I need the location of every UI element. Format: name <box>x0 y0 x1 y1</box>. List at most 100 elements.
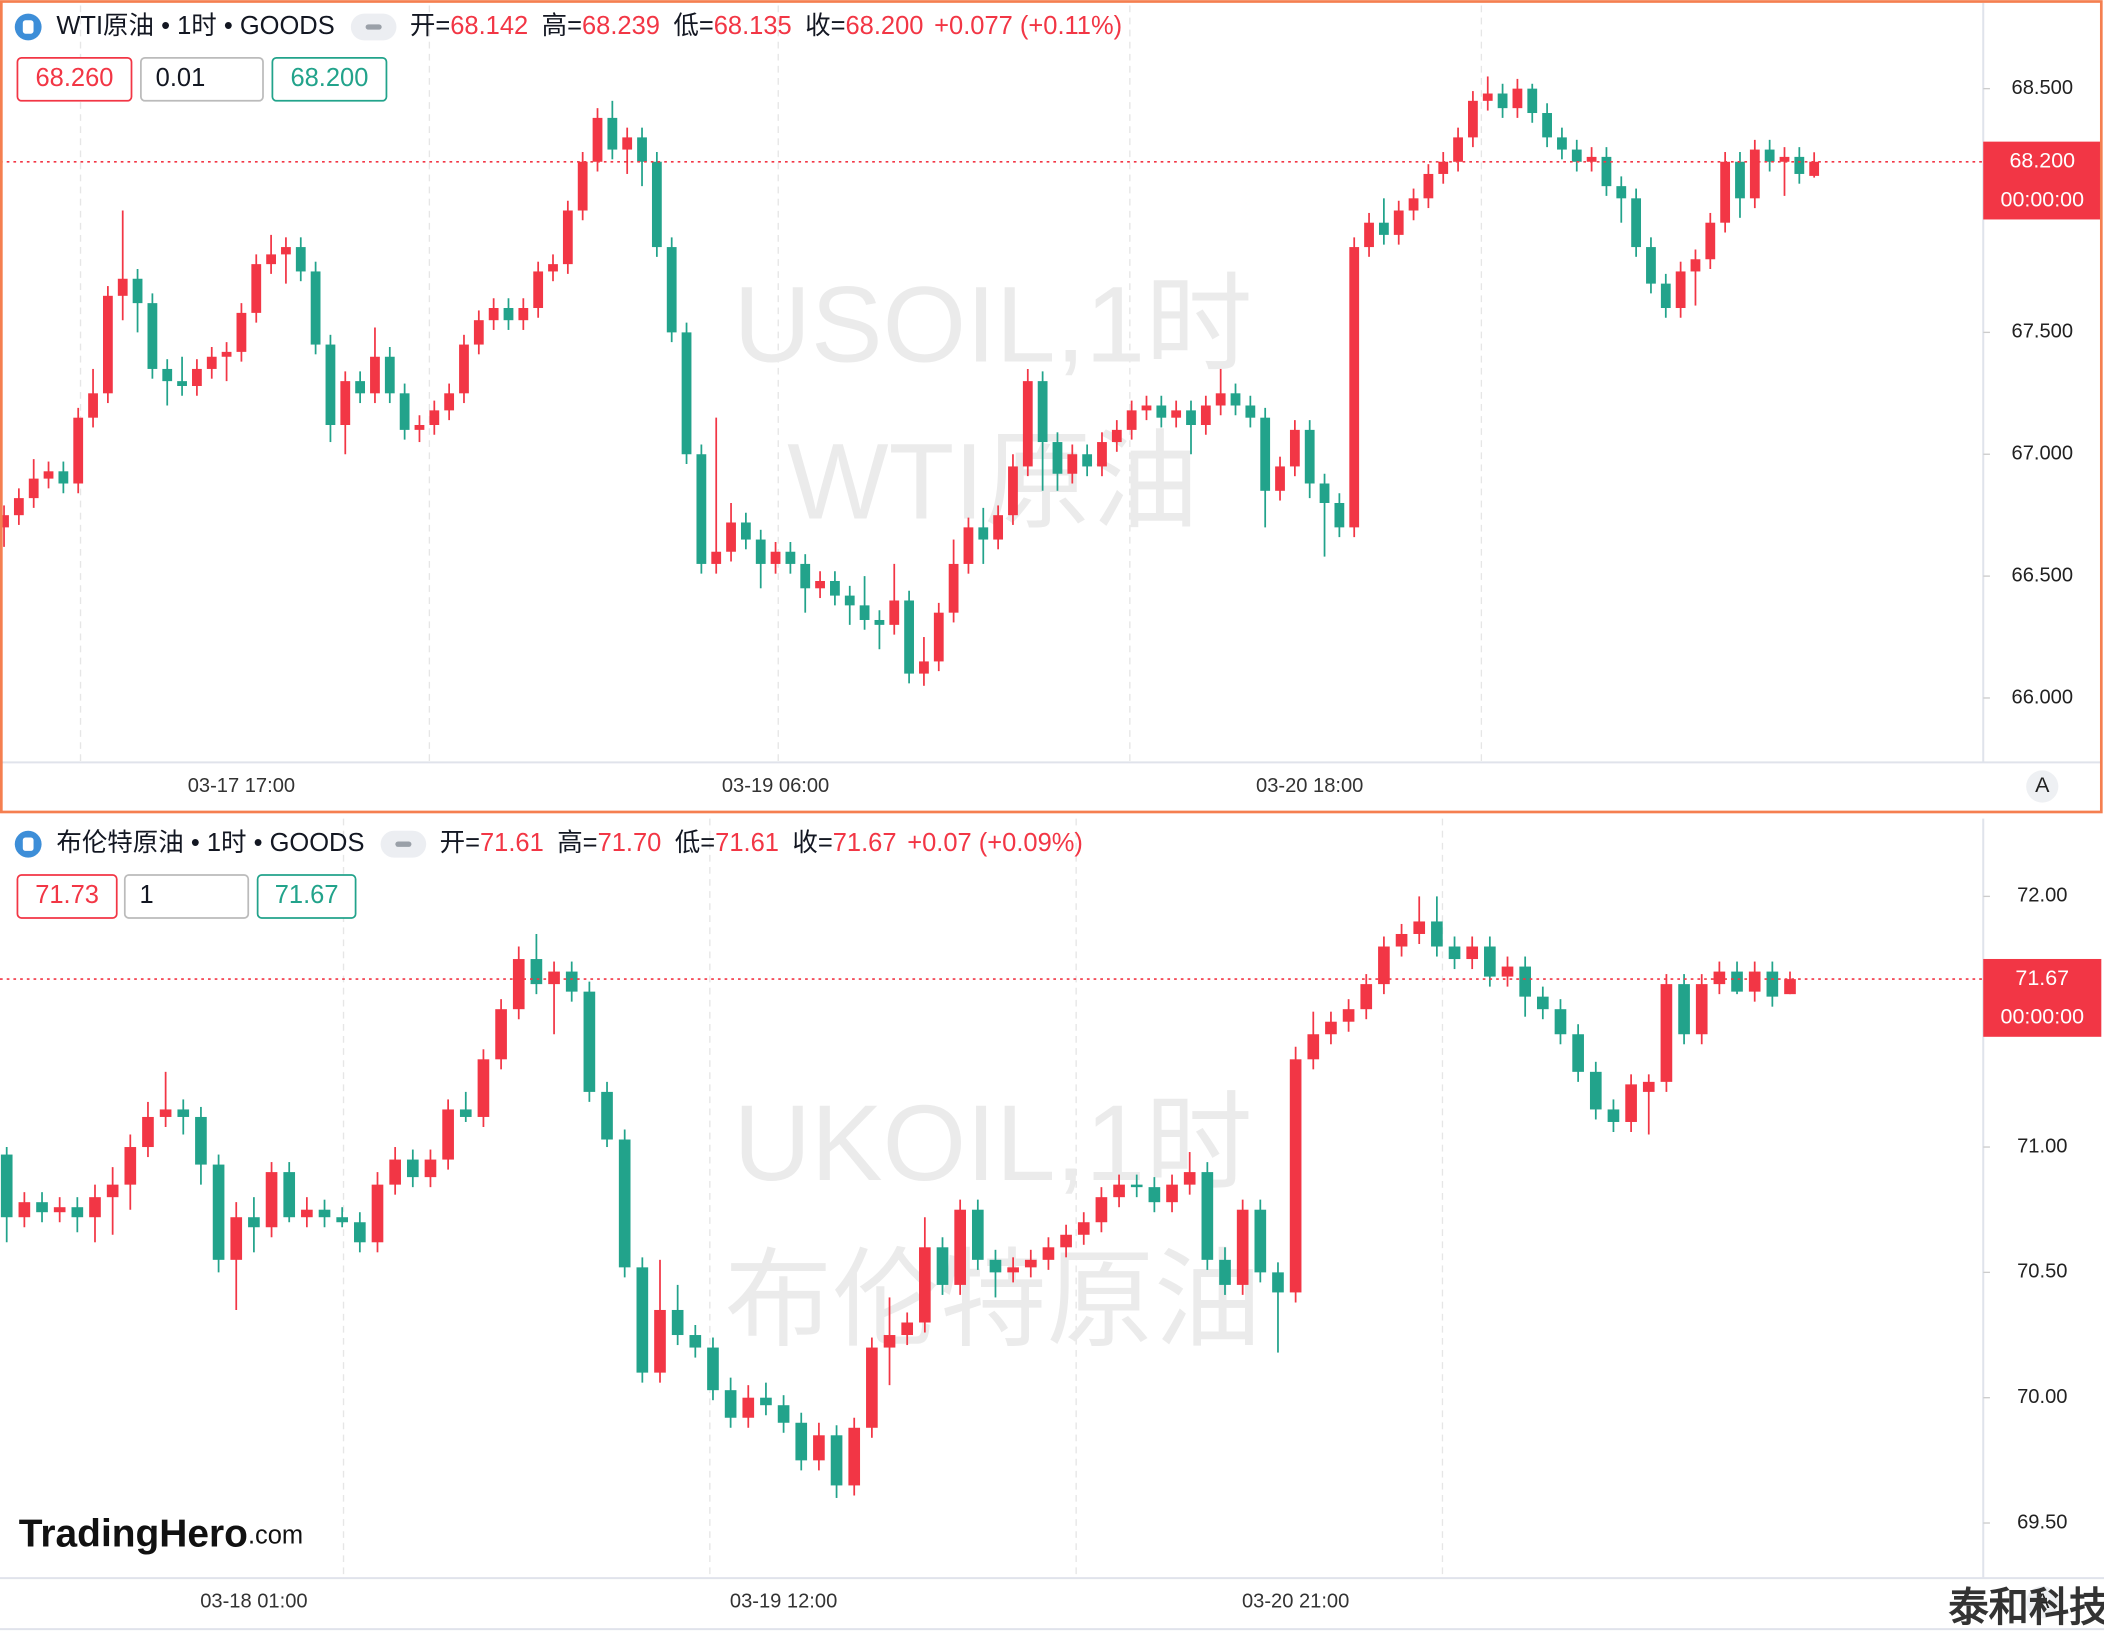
candle-body <box>88 393 98 418</box>
candle-body <box>1272 1272 1284 1293</box>
order-box-sell[interactable] <box>16 874 118 919</box>
candle-body <box>1809 161 1820 176</box>
scale-button-label[interactable]: A <box>2035 773 2050 797</box>
order-box-quantity[interactable] <box>140 56 264 102</box>
candle-body <box>1589 1071 1602 1110</box>
order-box-quantity[interactable] <box>123 874 250 919</box>
candle-body <box>325 344 336 425</box>
candle-body <box>1631 198 1642 248</box>
candle-body <box>901 1322 914 1336</box>
candle-body <box>0 515 9 528</box>
order-box-buy[interactable] <box>256 874 357 919</box>
candle-body <box>89 1197 101 1218</box>
candle-body <box>1042 1247 1055 1260</box>
candle-body <box>177 381 187 387</box>
candle-body <box>442 1109 454 1160</box>
candle-body <box>637 137 647 162</box>
candle-body <box>1275 466 1285 491</box>
symbol: 布伦特原油 • 1时 • GOODS <box>56 829 364 857</box>
brand: TradingHero.com <box>19 1513 303 1556</box>
candle-body <box>696 454 707 564</box>
order-sell[interactable]: 68.260 <box>35 64 113 92</box>
status-pill-dot <box>395 841 412 847</box>
candle-body <box>1060 1234 1072 1248</box>
symbol-icon-inner <box>22 20 34 34</box>
scale-button[interactable] <box>2026 770 2059 803</box>
order-quantity[interactable]: 1 <box>140 881 154 909</box>
candle-body <box>117 278 128 296</box>
last-price-box <box>1983 141 2102 220</box>
candle-body <box>1713 971 1726 985</box>
candle-body <box>1484 946 1496 977</box>
order-buy[interactable]: 71.67 <box>275 881 339 909</box>
candle-body <box>1378 222 1389 235</box>
candle-body <box>1646 247 1656 284</box>
candle-body <box>1186 410 1196 425</box>
candle-body <box>1448 946 1461 960</box>
stat-value: 71.70 <box>598 829 662 857</box>
scale-button-label[interactable]: A <box>2035 1589 2050 1613</box>
candle-body <box>592 117 603 162</box>
candle-body <box>548 264 558 272</box>
candle-body <box>283 1172 296 1218</box>
candle-body <box>866 1347 878 1428</box>
candle-body <box>919 661 929 674</box>
candle-body <box>874 619 885 625</box>
countdown: 00:00:00 <box>2001 1005 2085 1029</box>
stat-label: 收= <box>792 829 832 857</box>
candle-body <box>1289 1059 1302 1293</box>
candle-body <box>495 1009 507 1060</box>
candle-body <box>1245 405 1256 418</box>
candle-body <box>195 1116 207 1165</box>
candle-body <box>777 1405 790 1423</box>
candle-body <box>1166 1184 1178 1203</box>
candle-body <box>1660 283 1671 309</box>
stat-label: 高= <box>542 12 582 40</box>
candle-body <box>1342 1009 1355 1022</box>
candle-body <box>162 368 173 382</box>
candle-body <box>477 1059 490 1117</box>
candle-body <box>1642 1081 1655 1092</box>
scale-button[interactable] <box>2026 1586 2059 1619</box>
layout <box>79 5 1483 1579</box>
candle-body <box>1215 393 1226 406</box>
active-pane-border <box>0 0 2103 814</box>
candle-body <box>429 410 440 425</box>
candle-body <box>1067 454 1078 474</box>
order-buy[interactable]: 68.200 <box>290 64 368 92</box>
candle-body <box>1572 1034 1584 1072</box>
candle-body <box>1690 259 1701 272</box>
order-sell[interactable]: 71.73 <box>35 881 99 909</box>
header: 布伦特原油 • 1时 • GOODS 开=71.61 高=71.70 低=71.61 收… <box>56 829 1083 857</box>
order-box-sell[interactable] <box>16 56 133 102</box>
stat-label: 低= <box>673 12 713 40</box>
candle-body <box>936 1247 949 1285</box>
stat-label: 开= <box>440 829 480 857</box>
candle-body <box>971 1209 984 1260</box>
candle-body <box>147 303 158 369</box>
y-tick-label: 68.500 <box>2012 77 2074 99</box>
header: WTI原油 • 1时 • GOODS 开=68.142 高=68.239 低=68.1… <box>56 12 1122 40</box>
candle-body <box>1230 393 1241 406</box>
candle-body <box>399 393 410 430</box>
candle-body <box>830 580 840 596</box>
candle-body <box>681 332 692 455</box>
candle-body <box>1660 984 1673 1082</box>
candle-body <box>1097 442 1107 467</box>
candle-body <box>1466 946 1479 960</box>
candle-body <box>1497 93 1508 109</box>
candle-body <box>989 1259 1002 1273</box>
order-box-buy[interactable] <box>271 56 388 102</box>
last-price-label: 68.200 <box>2009 148 2075 172</box>
candle-body <box>530 959 543 985</box>
candle-body <box>859 605 870 620</box>
candle-body <box>1148 1187 1161 1203</box>
candle-body <box>28 478 39 499</box>
order-quantity[interactable]: 0.01 <box>156 64 206 92</box>
y-tick-label: 66.500 <box>2012 564 2074 586</box>
candle-body <box>848 1427 861 1486</box>
candle-body <box>1413 921 1426 934</box>
candle-body <box>132 278 143 304</box>
candle-body <box>1735 161 1745 199</box>
